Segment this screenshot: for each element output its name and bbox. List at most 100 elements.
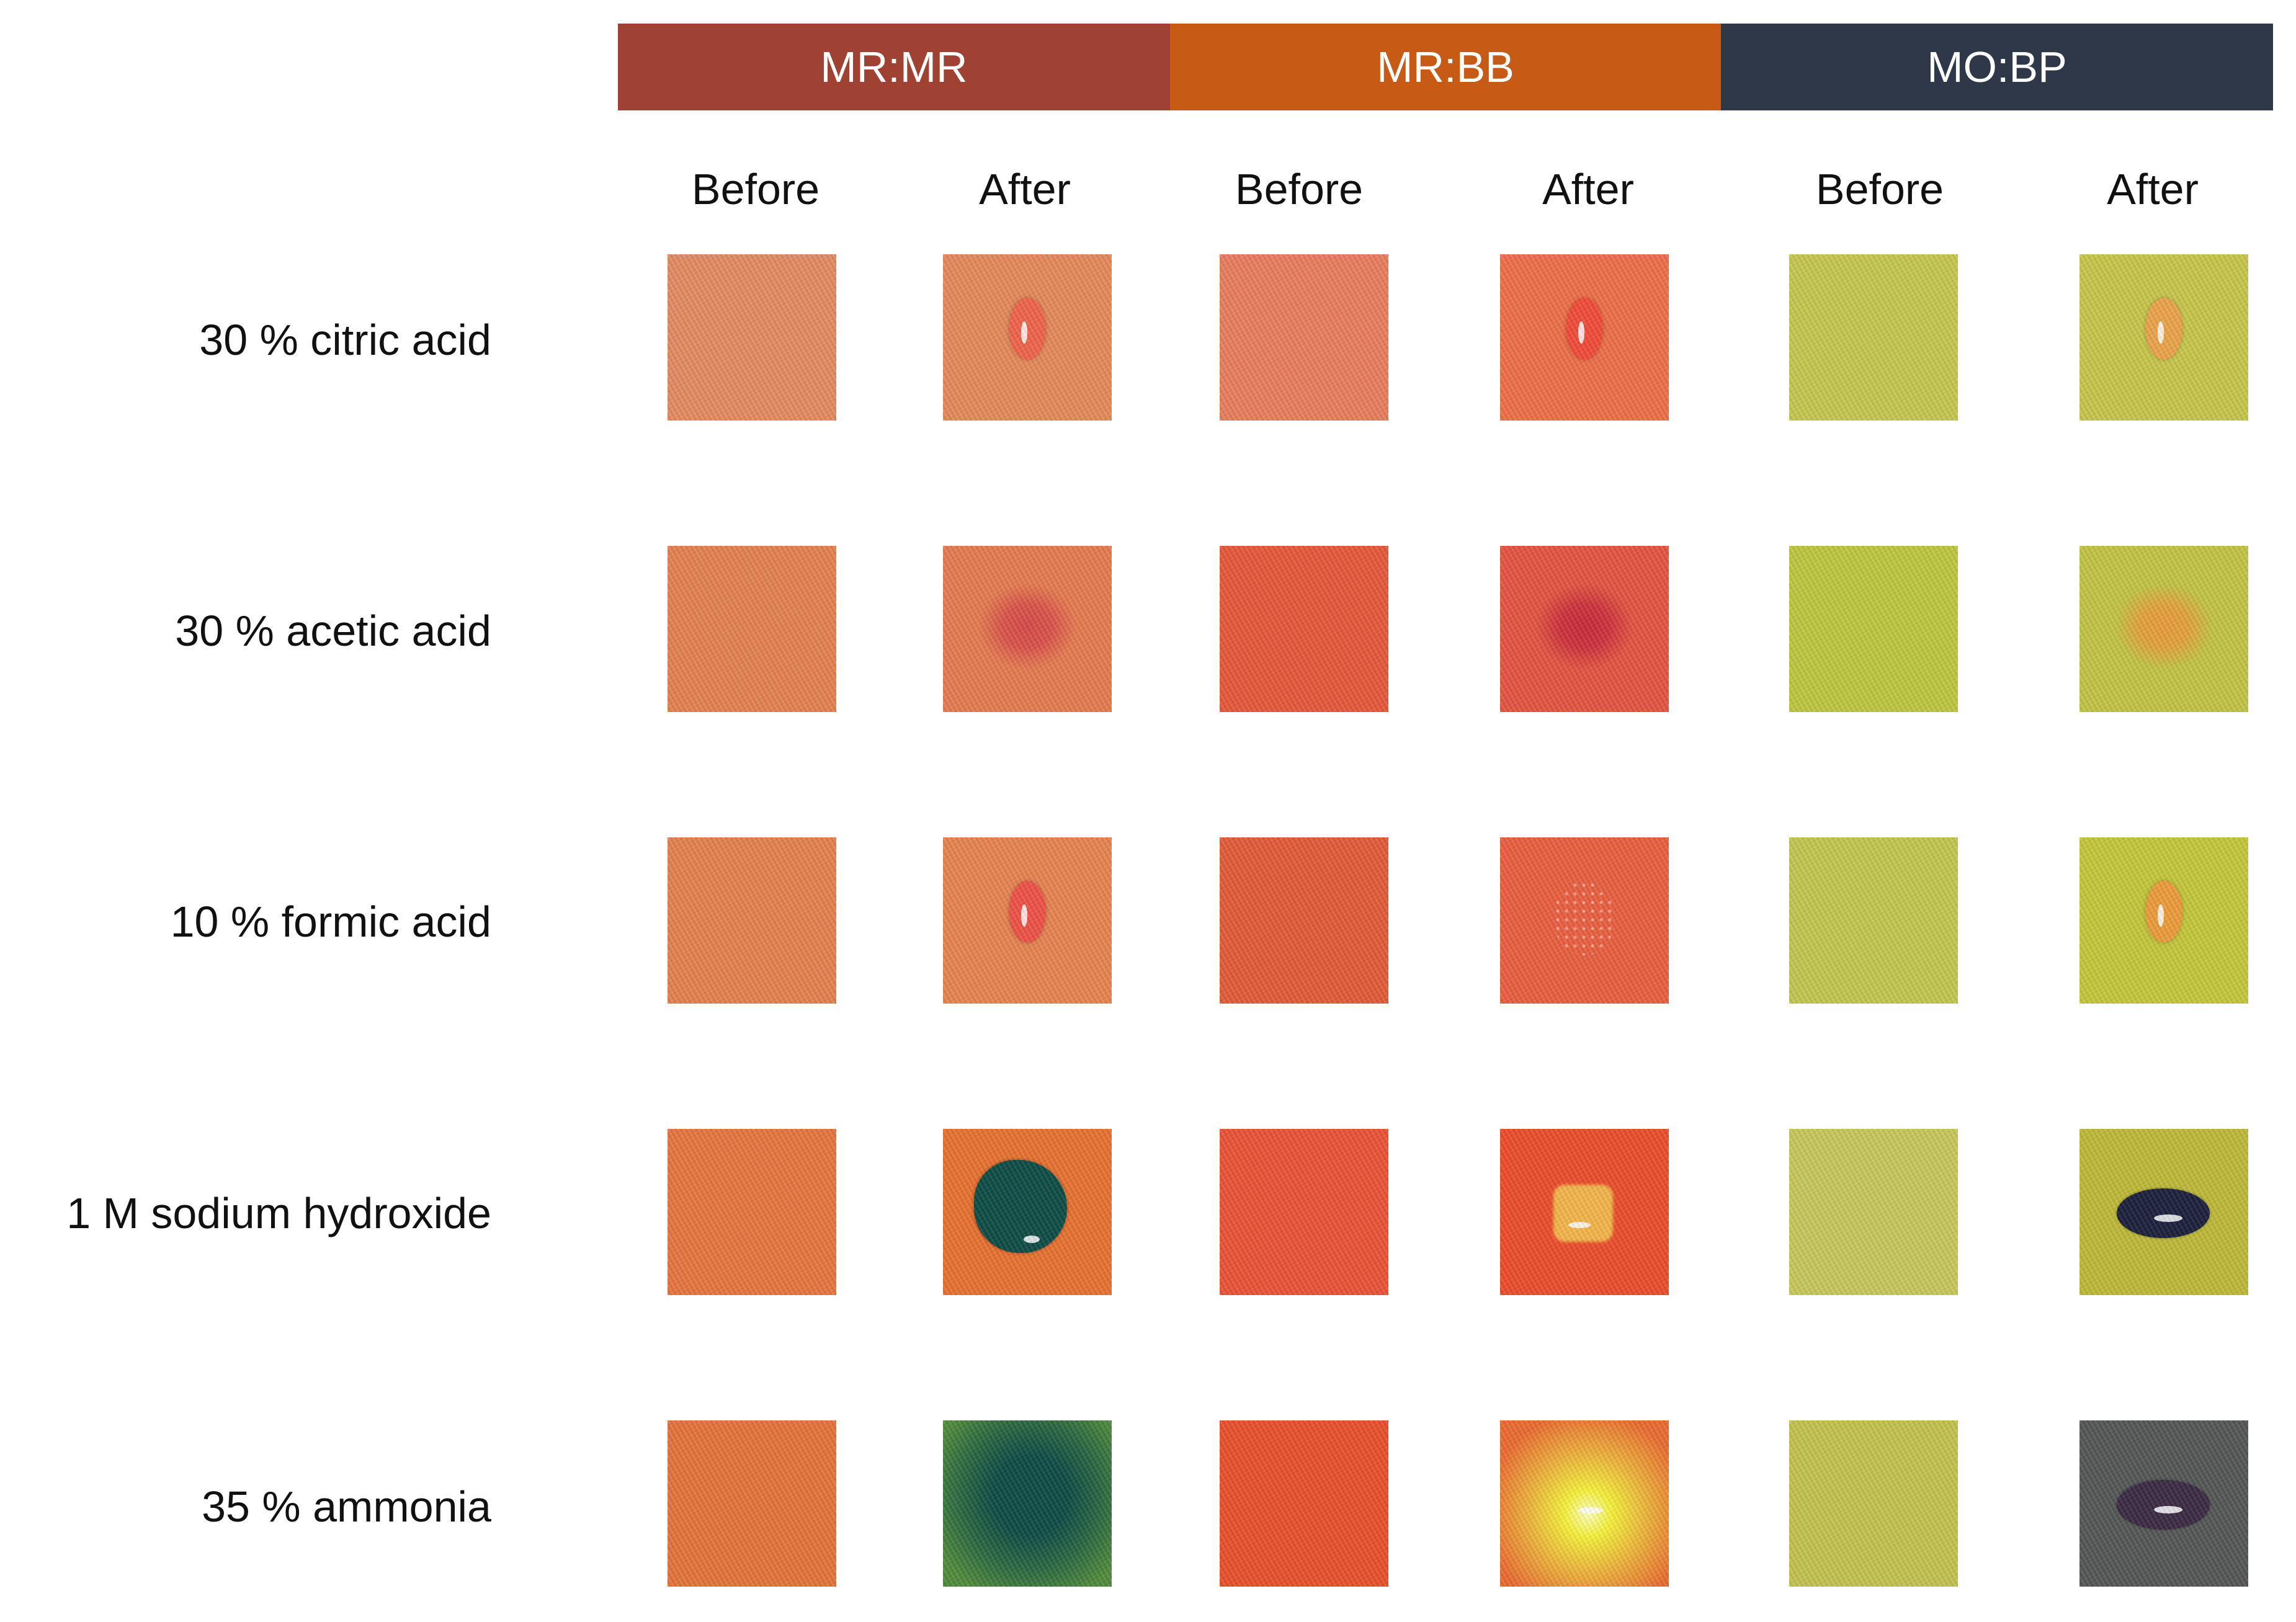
- stain-spot: [2114, 583, 2213, 670]
- fabric-swatch-mr-bb-before: [1220, 837, 1388, 1004]
- column-label-after: After: [1542, 165, 1634, 213]
- fabric-swatch-mr-bb-before: [1220, 254, 1388, 421]
- fabric-texture: [2079, 254, 2248, 421]
- group-label: MR:MR: [820, 43, 968, 91]
- fabric-swatch-mr-mr-before: [668, 837, 836, 1004]
- stain-spot: [974, 1160, 1067, 1253]
- fabric-texture: [2079, 837, 2248, 1004]
- fabric-texture: [1789, 1129, 1958, 1295]
- row-label-sodium-hydroxide: 1 M sodium hydroxide: [66, 1189, 491, 1237]
- droplet-glint: [1568, 1222, 1591, 1228]
- fabric-swatch-mo-bp-after: [2079, 254, 2248, 421]
- row-label-formic-acid: 10 % formic acid: [170, 898, 491, 946]
- fabric-texture: [668, 1129, 836, 1295]
- column-label-before: Before: [1815, 165, 1944, 213]
- stain-spot: [978, 583, 1077, 670]
- stain-spot: [1553, 881, 1615, 955]
- fabric-swatch-mr-mr-after: [943, 837, 1112, 1004]
- row-label-citric-acid: 30 % citric acid: [199, 316, 491, 364]
- fabric-texture: [1500, 1129, 1669, 1295]
- stain-spot: [1009, 881, 1046, 943]
- fabric-texture: [1500, 1420, 1669, 1587]
- fabric-swatch-mr-bb-after: [1500, 1129, 1669, 1295]
- fabric-swatch-mo-bp-before: [1789, 254, 1958, 421]
- stain-spot: [2117, 1480, 2210, 1530]
- fabric-swatch-mo-bp-before: [1789, 546, 1958, 712]
- group-header-mr-bb: MR:BB: [1170, 24, 1721, 110]
- row-label-ammonia: 35 % ammonia: [202, 1482, 491, 1531]
- fabric-texture: [668, 254, 836, 421]
- fabric-swatch-mr-mr-after: [943, 1420, 1112, 1587]
- stain-spot: [1566, 298, 1603, 360]
- stain-spot: [1553, 1185, 1613, 1242]
- fabric-texture: [1500, 546, 1669, 712]
- fabric-texture: [1220, 546, 1388, 712]
- droplet-glint: [2154, 1214, 2182, 1222]
- fabric-swatch-mr-bb-after: [1500, 546, 1669, 712]
- fabric-texture: [943, 837, 1112, 1004]
- droplet-glint: [2158, 904, 2164, 927]
- stain-spot: [2145, 298, 2182, 360]
- fabric-swatch-mo-bp-after: [2079, 837, 2248, 1004]
- fabric-swatch-mr-bb-after: [1500, 254, 1669, 421]
- fabric-texture: [943, 1129, 1112, 1295]
- fabric-texture: [943, 254, 1112, 421]
- fabric-texture: [668, 1420, 836, 1587]
- fabric-swatch-mr-bb-before: [1220, 546, 1388, 712]
- fabric-swatch-mo-bp-before: [1789, 1420, 1958, 1587]
- fabric-texture: [1789, 546, 1958, 712]
- fabric-swatch-mo-bp-after: [2079, 1420, 2248, 1587]
- group-header-mr-mr: MR:MR: [618, 24, 1170, 110]
- column-label-before: Before: [691, 165, 820, 213]
- fabric-swatch-mr-mr-before: [668, 254, 836, 421]
- fabric-texture: [1220, 254, 1388, 421]
- fabric-swatch-mr-bb-after: [1500, 1420, 1669, 1587]
- column-label-after: After: [979, 165, 1071, 213]
- fabric-texture: [1220, 1420, 1388, 1587]
- fabric-texture: [2079, 546, 2248, 712]
- fabric-texture: [943, 1420, 1112, 1587]
- fabric-swatch-mr-bb-before: [1220, 1420, 1388, 1587]
- fabric-swatch-mr-bb-before: [1220, 1129, 1388, 1295]
- column-label-before: Before: [1235, 165, 1364, 213]
- fabric-texture: [1789, 1420, 1958, 1587]
- stain-spot: [943, 1420, 1112, 1587]
- stain-spot: [2145, 881, 2182, 943]
- fabric-texture: [1220, 837, 1388, 1004]
- droplet-glint: [1578, 1507, 1603, 1513]
- droplet-glint: [1021, 321, 1027, 344]
- row-label-acetic-acid: 30 % acetic acid: [175, 607, 491, 655]
- droplet-glint: [1021, 904, 1027, 927]
- fabric-texture: [1220, 1129, 1388, 1295]
- fabric-swatch-mr-mr-after: [943, 1129, 1112, 1295]
- column-label-after: After: [2107, 165, 2199, 213]
- fabric-swatch-mr-mr-before: [668, 546, 836, 712]
- fabric-swatch-mr-mr-after: [943, 546, 1112, 712]
- fabric-swatch-mo-bp-after: [2079, 546, 2248, 712]
- stain-spot: [1500, 1420, 1669, 1587]
- fabric-texture: [2079, 1129, 2248, 1295]
- fabric-swatch-mr-mr-before: [668, 1129, 836, 1295]
- group-header-mo-bp: MO:BP: [1721, 24, 2273, 110]
- fabric-swatch-mr-mr-after: [943, 254, 1112, 421]
- fabric-texture: [668, 837, 836, 1004]
- fabric-texture: [1789, 254, 1958, 421]
- fabric-texture: [1500, 254, 1669, 421]
- fabric-texture: [943, 546, 1112, 712]
- stain-spot: [2117, 1188, 2210, 1238]
- fabric-texture: [2079, 1420, 2248, 1587]
- fabric-swatch-mo-bp-before: [1789, 1129, 1958, 1295]
- droplet-glint: [1024, 1236, 1040, 1243]
- droplet-glint: [2158, 321, 2164, 344]
- group-label: MO:BP: [1927, 43, 2067, 91]
- fabric-swatch-mo-bp-after: [2079, 1129, 2248, 1295]
- fabric-swatch-mo-bp-before: [1789, 837, 1958, 1004]
- stain-spot: [1009, 298, 1046, 360]
- droplet-glint: [1578, 321, 1584, 344]
- fabric-swatch-mr-mr-before: [668, 1420, 836, 1587]
- fabric-texture: [1789, 837, 1958, 1004]
- droplet-glint: [2154, 1506, 2182, 1513]
- fabric-texture: [668, 546, 836, 712]
- stain-spot: [1535, 583, 1634, 670]
